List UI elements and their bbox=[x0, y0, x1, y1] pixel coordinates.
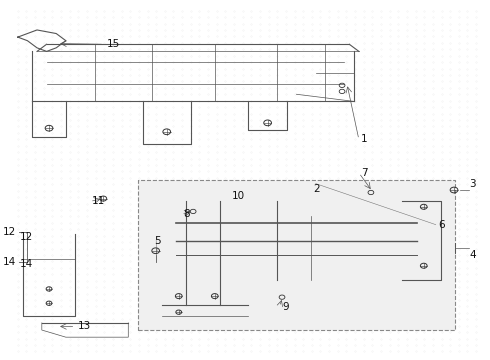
Text: 10: 10 bbox=[232, 191, 245, 201]
Text: 12: 12 bbox=[20, 232, 33, 242]
Text: 6: 6 bbox=[438, 220, 445, 230]
Text: 2: 2 bbox=[313, 184, 320, 194]
Text: 15: 15 bbox=[107, 39, 120, 49]
Text: 14: 14 bbox=[3, 257, 16, 267]
Text: 9: 9 bbox=[282, 302, 289, 312]
Text: 4: 4 bbox=[469, 250, 476, 260]
Text: 13: 13 bbox=[78, 321, 91, 332]
Text: 3: 3 bbox=[469, 179, 476, 189]
Text: 5: 5 bbox=[154, 236, 160, 246]
Text: 7: 7 bbox=[361, 168, 368, 178]
Text: 1: 1 bbox=[361, 134, 368, 144]
Text: 14: 14 bbox=[20, 259, 33, 269]
Text: 8: 8 bbox=[184, 209, 190, 219]
Text: 12: 12 bbox=[3, 227, 16, 237]
FancyBboxPatch shape bbox=[138, 180, 455, 330]
Text: 11: 11 bbox=[92, 197, 105, 206]
